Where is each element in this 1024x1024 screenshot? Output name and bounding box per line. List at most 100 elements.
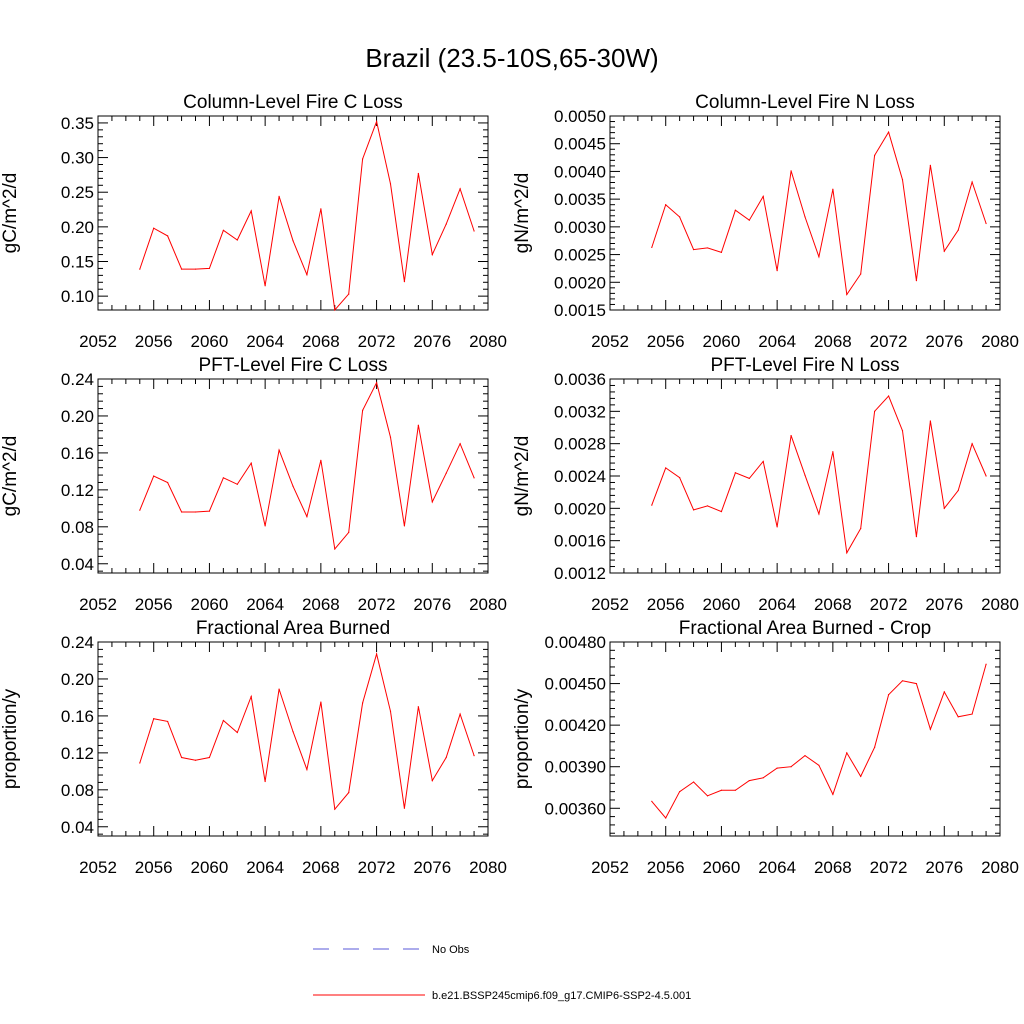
data-point [417, 172, 419, 175]
chart-panel-3: PFT-Level Fire C Loss gC/m^2/d 2052 2056 206… [0, 355, 507, 614]
x-tick-label: 2052 [79, 332, 117, 351]
data-point [887, 694, 890, 696]
data-point [334, 309, 336, 311]
chart-panel-6: Fractional Area Burned - Crop proportion/… [512, 618, 1019, 877]
y-tick-label: 0.25 [61, 183, 94, 202]
series-line-1 [651, 664, 987, 819]
data-point [473, 477, 475, 479]
x-tick-label: 2060 [191, 595, 229, 614]
y-tick-label: 0.08 [61, 518, 94, 537]
data-point [264, 525, 266, 527]
data-point [375, 120, 378, 123]
y-tick-label: 0.16 [61, 444, 94, 463]
data-point [375, 653, 378, 655]
x-tick-label: 2068 [302, 332, 340, 351]
panel-title: Column-Level Fire C Loss [183, 92, 403, 113]
x-tick-label: 2076 [413, 858, 451, 877]
data-point [236, 731, 238, 734]
x-tick-label: 2060 [191, 332, 229, 351]
plot-frame [97, 378, 489, 574]
data-point [194, 759, 197, 761]
data-point [804, 755, 806, 757]
x-tick-label: 2072 [870, 858, 908, 877]
data-point [222, 229, 224, 231]
x-tick-label: 2056 [647, 332, 685, 351]
legend-obs-label: No Obs [432, 944, 470, 956]
data-point [320, 701, 322, 703]
data-point [362, 158, 364, 160]
x-tick-label: 2068 [302, 595, 340, 614]
data-point [153, 718, 155, 720]
data-point [665, 817, 667, 819]
data-point [264, 780, 266, 783]
data-point [250, 210, 252, 212]
data-point [208, 267, 211, 270]
data-point [776, 767, 778, 769]
y-tick-label: 0.0028 [554, 435, 606, 454]
x-tick-label: 2072 [358, 332, 396, 351]
y-axis-label: proportion/y [0, 688, 21, 789]
data-point [790, 170, 792, 172]
data-point [706, 505, 709, 507]
data-point [292, 240, 294, 242]
data-point [334, 548, 336, 550]
data-point [971, 181, 973, 183]
y-tick-label: 0.30 [61, 149, 94, 168]
y-tick-label: 0.0024 [554, 467, 606, 486]
data-point [139, 509, 141, 511]
data-point [901, 179, 904, 181]
data-point [362, 409, 364, 412]
x-tick-label: 2072 [358, 858, 396, 877]
series-line-1 [651, 130, 987, 296]
x-tick-label: 2052 [591, 595, 629, 614]
series-line-1 [139, 652, 475, 811]
data-point [874, 746, 876, 748]
data-point [679, 791, 681, 793]
data-point [804, 474, 806, 476]
data-point [929, 728, 931, 730]
y-tick-label: 0.0020 [554, 499, 606, 518]
data-point [846, 293, 848, 296]
x-tick-label: 2052 [591, 858, 629, 877]
x-tick-label: 2056 [647, 858, 685, 877]
y-tick-label: 0.00360 [545, 799, 606, 818]
x-tick-label: 2052 [591, 332, 629, 351]
x-tick-label: 2064 [246, 595, 284, 614]
data-point [971, 443, 973, 445]
x-tick-label: 2068 [814, 595, 852, 614]
data-point [720, 789, 723, 791]
data-point [804, 216, 806, 218]
y-tick-label: 0.20 [61, 670, 94, 689]
x-tick-label: 2056 [135, 858, 173, 877]
y-tick-label: 0.00420 [545, 716, 606, 735]
x-tick-label: 2080 [469, 332, 507, 351]
y-tick-label: 0.00480 [545, 633, 606, 652]
y-axis-label: gC/m^2/d [0, 173, 21, 254]
chart-panels: Column-Level Fire C Loss gC/m^2/d 2052 2056… [0, 92, 1019, 877]
data-point [762, 195, 764, 197]
data-point [651, 504, 653, 506]
data-point [832, 451, 834, 453]
data-point [832, 188, 834, 190]
x-tick-label: 2080 [981, 858, 1019, 877]
x-tick-label: 2076 [413, 595, 451, 614]
x-tick-label: 2064 [758, 858, 796, 877]
y-tick-label: 0.24 [61, 370, 94, 389]
data-point [957, 716, 959, 718]
series-line-1 [139, 119, 475, 312]
y-tick-label: 0.0020 [554, 273, 606, 292]
data-point [236, 483, 238, 485]
chart-panel-2: Column-Level Fire N Loss gN/m^2/d 2052 2056… [512, 92, 1019, 351]
y-tick-label: 0.35 [61, 114, 94, 133]
data-point [306, 516, 308, 518]
data-point [222, 477, 224, 479]
data-point [957, 229, 959, 231]
data-point [278, 449, 280, 451]
x-tick-label: 2064 [758, 595, 796, 614]
data-point [720, 510, 723, 513]
x-tick-label: 2080 [469, 595, 507, 614]
data-point [734, 209, 736, 211]
data-point [818, 256, 820, 258]
data-point [194, 511, 197, 513]
